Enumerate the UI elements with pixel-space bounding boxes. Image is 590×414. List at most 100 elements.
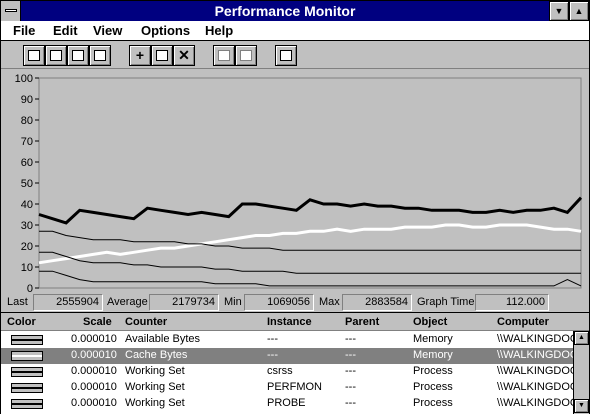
legend-object: Process (413, 365, 453, 377)
series-line-3 (39, 251, 581, 274)
y-tick-label: 70 (21, 136, 33, 148)
add-counter-icon: + (135, 47, 145, 63)
line-color-swatch (11, 383, 43, 393)
legend-row[interactable]: 0.000010 Working Set PERFMON --- Process \\WA… (1, 380, 579, 396)
last-label: Last (7, 296, 28, 308)
legend-counter: Available Bytes (125, 333, 201, 345)
max-label: Max (319, 296, 340, 308)
toolbar: + ✕ (1, 42, 589, 69)
legend-instance: --- (267, 333, 278, 345)
legend-computer: \\WALKINGDOG (497, 397, 579, 409)
options-icon (280, 50, 292, 61)
y-tick-label: 20 (21, 241, 33, 253)
add-counter-button[interactable]: + (129, 45, 151, 66)
alert-view-icon (50, 50, 62, 61)
line-color-swatch (11, 335, 43, 345)
legend-scrollbar[interactable]: ▲ ▼ (573, 331, 589, 414)
legend-counter: Cache Bytes (125, 349, 188, 361)
y-tick-label: 30 (21, 220, 33, 232)
parent-header: Parent (345, 316, 380, 328)
minimize-button[interactable]: ▼ (549, 1, 569, 21)
legend-computer: \\WALKINGDOG (497, 365, 579, 377)
legend-row[interactable]: 0.000010 Working Set csrss --- Process \\WALK… (1, 364, 579, 380)
options-button[interactable] (275, 45, 297, 66)
legend-parent: --- (345, 333, 356, 345)
window-title: Performance Monitor (214, 3, 356, 19)
y-tick-label: 80 (21, 115, 33, 127)
legend-object: Memory (413, 349, 453, 361)
performance-chart: 0 10 20 30 40 50 60 70 80 90 100 (15, 73, 583, 295)
legend-parent: --- (345, 349, 356, 361)
menu-options[interactable]: Options (141, 23, 191, 38)
legend-object: Memory (413, 333, 453, 345)
counter-header: Counter (125, 316, 168, 328)
max-value: 2883584 (342, 294, 412, 311)
title-bar[interactable]: Performance Monitor ▼ ▲ (1, 1, 589, 21)
legend-scale: 0.000010 (71, 333, 117, 345)
average-label: Average (107, 296, 148, 308)
legend-counter: Working Set (125, 397, 185, 409)
legend-scale: 0.000010 (71, 397, 117, 409)
legend-parent: --- (345, 397, 356, 409)
y-tick-label: 0 (27, 283, 33, 292)
plot-background (38, 77, 582, 289)
legend-scale: 0.000010 (71, 365, 117, 377)
legend-computer: \\WALKINGDOG (497, 333, 579, 345)
y-tick-label: 10 (21, 262, 33, 274)
y-tick-label: 40 (21, 199, 33, 211)
y-tick-label: 100 (15, 73, 33, 85)
legend-row[interactable]: 0.000010 Available Bytes --- --- Memory \\WAL… (1, 332, 579, 348)
last-value: 2555904 (33, 294, 103, 311)
y-tick-label: 90 (21, 94, 33, 106)
update-now-icon (218, 50, 230, 61)
legend-row[interactable]: 0.000010 Working Set PROBE --- Process \\WALK… (1, 396, 579, 412)
series-line-0 (38, 196, 583, 225)
scroll-up-button[interactable]: ▲ (574, 331, 589, 345)
bookmark-button[interactable] (235, 45, 257, 66)
graph-time-value: 112.000 (475, 294, 549, 311)
chart-view-button[interactable] (23, 45, 45, 66)
update-now-button[interactable] (213, 45, 235, 66)
legend-object: Process (413, 381, 453, 393)
object-header: Object (413, 316, 448, 328)
log-view-icon (72, 50, 84, 61)
delete-counter-icon: ✕ (178, 47, 190, 63)
menu-view[interactable]: View (93, 23, 123, 38)
bookmark-icon (240, 50, 252, 61)
legend-parent: --- (345, 381, 356, 393)
legend-instance: csrss (267, 365, 293, 377)
menu-file[interactable]: File (13, 23, 36, 38)
legend-row[interactable]: 0.000010 Cache Bytes --- --- Memory \\WALKING… (1, 348, 579, 364)
report-view-button[interactable] (89, 45, 111, 66)
legend-instance: PROBE (267, 397, 306, 409)
legend-scale: 0.000010 (71, 381, 117, 393)
legend-panel: Color Scale Counter Instance Parent Obje… (1, 314, 589, 414)
chart-area: 0 10 20 30 40 50 60 70 80 90 100 (1, 70, 589, 295)
average-value: 2179734 (149, 294, 219, 311)
log-view-button[interactable] (67, 45, 89, 66)
edit-counter-button[interactable] (151, 45, 173, 66)
system-menu-icon (5, 9, 17, 12)
legend-instance: PERFMON (267, 381, 322, 393)
scroll-down-button[interactable]: ▼ (574, 399, 589, 413)
maximize-button[interactable]: ▲ (569, 1, 589, 21)
y-tick-label: 50 (21, 178, 33, 190)
series-line-2 (39, 230, 581, 251)
legend-counter: Working Set (125, 365, 185, 377)
delete-counter-button[interactable]: ✕ (173, 45, 195, 66)
legend-computer: \\WALKINGDOG (497, 381, 579, 393)
line-color-swatch (11, 399, 43, 409)
legend-counter: Working Set (125, 381, 185, 393)
series-line-4 (39, 270, 582, 287)
chart-view-icon (28, 50, 40, 61)
instance-header: Instance (267, 316, 312, 328)
menu-edit[interactable]: Edit (53, 23, 78, 38)
alert-view-button[interactable] (45, 45, 67, 66)
legend-instance: --- (267, 349, 278, 361)
color-header: Color (7, 316, 36, 328)
system-menu-button[interactable] (1, 1, 21, 21)
legend-header: Color Scale Counter Instance Parent Obje… (1, 314, 589, 331)
menu-help[interactable]: Help (205, 23, 234, 38)
edit-counter-icon (156, 50, 168, 61)
